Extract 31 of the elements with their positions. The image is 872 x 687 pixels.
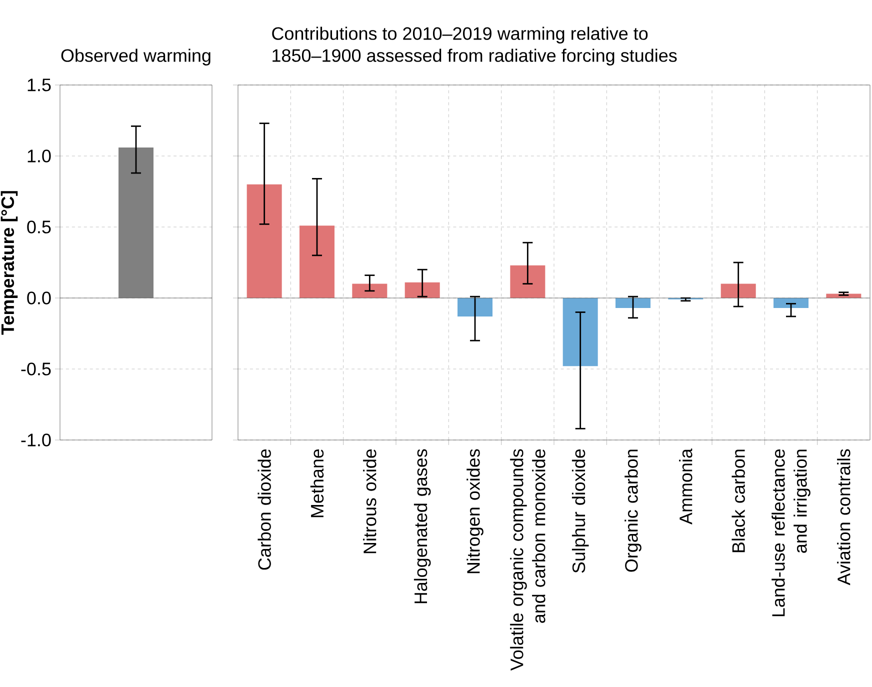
- x-tick-label: Organic carbon: [624, 450, 642, 572]
- bar: [616, 298, 651, 308]
- bar: [300, 226, 335, 298]
- bar: [510, 265, 546, 298]
- x-tick-label: Ammonia: [679, 448, 692, 525]
- x-tick-label: Methane: [310, 449, 324, 518]
- y-tick-label: -0.5: [21, 362, 51, 376]
- chart-title: Contributions to 2010–2019 warming relative to 1850–1900 assessed from radiative forcing studies: [272, 26, 677, 66]
- bar: [246, 184, 282, 298]
- x-tick-label: Nitrogen oxides: [466, 449, 484, 574]
- y-axis-title: Temperature [°C]: [0, 191, 18, 335]
- y-tick-label: 0.0: [27, 292, 51, 304]
- x-tick-label: Black carbon: [732, 450, 745, 552]
- bar: [720, 284, 756, 298]
- x-tick-label: Sulphur dioxide: [572, 449, 589, 573]
- x-tick-label: Halogenated gases: [414, 449, 431, 604]
- x-tick-label: Carbon dioxide: [258, 449, 271, 570]
- y-tick-label: -1.0: [21, 434, 51, 446]
- x-tick-label: Volatile organic compounds and carbon monoxide: [510, 449, 546, 671]
- bar: [352, 284, 388, 298]
- y-tick-label: 1.5: [28, 78, 51, 92]
- bar: [404, 282, 440, 298]
- x-tick-label: Nitrous oxide: [363, 449, 376, 554]
- x-tick-label: Land-use reflectance and irrigation: [772, 449, 810, 616]
- bar: [562, 298, 598, 366]
- bar: [774, 298, 809, 308]
- y-tick-label: 0.5: [27, 220, 51, 234]
- x-tick-label: Aviation contrails: [837, 449, 850, 586]
- chart-title: Observed warming: [61, 48, 210, 66]
- bar: [458, 298, 493, 316]
- y-tick-label: 1.0: [28, 150, 51, 162]
